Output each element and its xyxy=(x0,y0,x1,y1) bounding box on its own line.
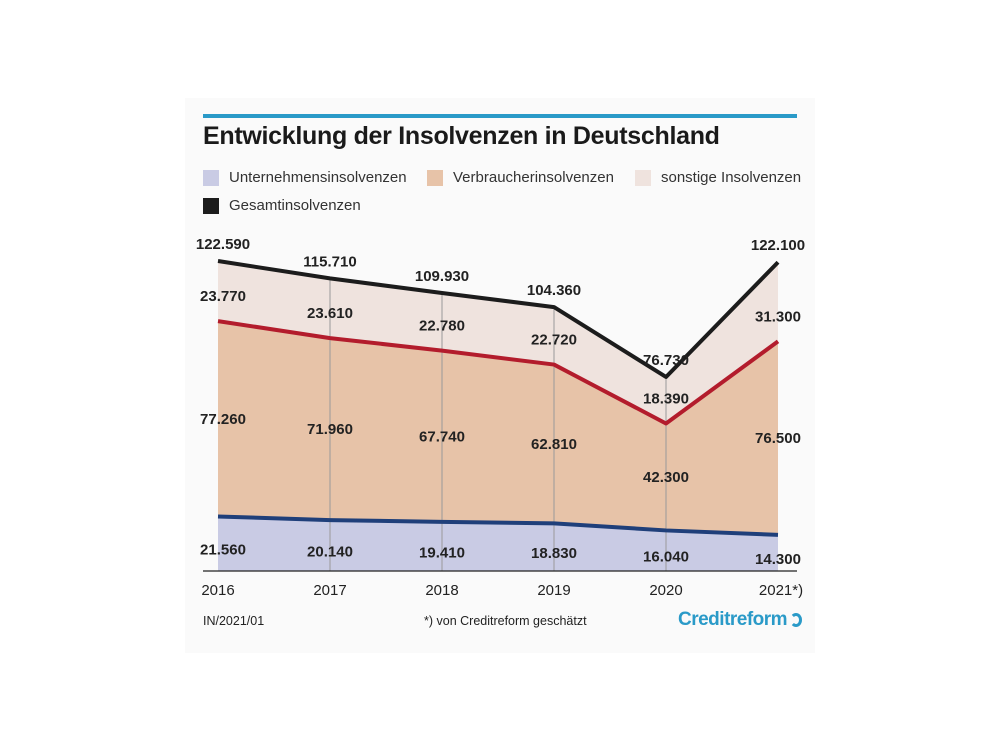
data-label-verbraucher-0: 77.260 xyxy=(200,411,246,428)
data-label-sonstige-5: 31.300 xyxy=(755,308,801,325)
legend-label-consumer: Verbraucherinsolvenzen xyxy=(453,169,614,186)
line-unternehmen xyxy=(217,514,779,537)
x-tick-label-1: 2017 xyxy=(313,582,346,599)
area-sonstige xyxy=(218,261,778,424)
data-label-sonstige-1: 23.610 xyxy=(307,305,353,322)
chart-title: Entwicklung der Insolvenzen in Deutschla… xyxy=(203,122,720,150)
data-label-gesamt-1: 115.710 xyxy=(303,253,356,270)
legend-item-consumer: Verbraucherinsolvenzen xyxy=(427,169,614,186)
data-label-unternehmen-2: 19.410 xyxy=(419,544,465,561)
legend-swatch-total xyxy=(203,197,219,214)
legend-swatch-consumer xyxy=(427,169,443,186)
x-tick-label-4: 2020 xyxy=(649,582,682,599)
data-label-verbraucher-1: 71.960 xyxy=(307,421,353,438)
area-verbraucher xyxy=(218,321,778,535)
x-tick-label-3: 2019 xyxy=(537,582,570,599)
legend-label-corporate: Unternehmensinsolvenzen xyxy=(229,169,407,186)
data-label-sonstige-2: 22.780 xyxy=(419,318,465,335)
data-label-verbraucher-2: 67.740 xyxy=(419,428,465,445)
x-tick-label-2: 2018 xyxy=(425,582,458,599)
data-label-unternehmen-4: 16.040 xyxy=(643,549,689,566)
legend-label-total: Gesamtinsolvenzen xyxy=(229,197,361,214)
x-tick-label-0: 2016 xyxy=(201,582,234,599)
data-label-unternehmen-0: 21.560 xyxy=(200,542,246,559)
data-label-gesamt-5: 122.100 xyxy=(751,237,805,254)
data-label-verbraucher-3: 62.810 xyxy=(531,436,577,453)
legend-item-corporate: Unternehmensinsolvenzen xyxy=(203,169,407,186)
data-label-gesamt-2: 109.930 xyxy=(415,268,469,285)
accent-rule xyxy=(203,114,797,118)
data-label-verbraucher-5: 76.500 xyxy=(755,430,801,447)
data-label-sonstige-0: 23.770 xyxy=(200,288,246,305)
line-verbraucher xyxy=(217,319,780,426)
data-label-verbraucher-4: 42.300 xyxy=(643,469,689,486)
data-label-gesamt-3: 104.360 xyxy=(527,282,581,299)
footer-note: *) von Creditreform geschätzt xyxy=(424,614,587,628)
legend-swatch-other xyxy=(635,169,651,186)
logo-text: Creditreform xyxy=(678,609,788,630)
legend-item-total: Gesamtinsolvenzen xyxy=(203,197,361,214)
logo-mark-icon xyxy=(790,613,803,627)
data-label-sonstige-4: 18.390 xyxy=(643,390,689,407)
creditreform-logo: Creditreform xyxy=(678,609,803,631)
x-tick-label-5: 2021*) xyxy=(759,582,803,599)
data-label-sonstige-3: 22.720 xyxy=(531,332,577,349)
data-label-unternehmen-3: 18.830 xyxy=(531,545,577,562)
line-gesamt xyxy=(217,259,780,379)
legend-item-other: sonstige Insolvenzen xyxy=(635,169,801,186)
data-label-gesamt-0: 122.590 xyxy=(196,236,250,253)
legend-label-other: sonstige Insolvenzen xyxy=(661,169,802,186)
data-label-unternehmen-1: 20.140 xyxy=(307,544,353,561)
data-label-unternehmen-5: 14.300 xyxy=(755,551,801,568)
legend-swatch-corporate xyxy=(203,169,219,186)
footer-code: IN/2021/01 xyxy=(203,614,265,628)
data-label-gesamt-4: 76.730 xyxy=(643,352,689,369)
